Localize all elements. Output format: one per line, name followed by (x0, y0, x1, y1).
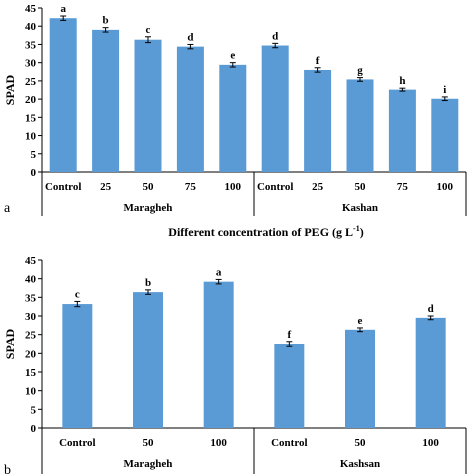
significance-letter: i (443, 84, 446, 96)
significance-letter: d (272, 30, 278, 42)
x-tick-label: 100 (437, 181, 454, 193)
x-tick-label: Control (45, 181, 81, 193)
y-tick-label: 30 (25, 58, 37, 70)
x-tick-label: 100 (422, 437, 439, 449)
bar (62, 304, 93, 428)
significance-letter: b (145, 277, 151, 289)
group-label: Maragheh (124, 202, 173, 214)
y-tick-label: 5 (31, 149, 37, 161)
significance-letter: b (103, 15, 109, 27)
y-tick-label: 35 (25, 292, 37, 304)
significance-letter: a (60, 3, 66, 15)
y-tick-label: 30 (25, 311, 37, 323)
significance-letter: f (287, 329, 291, 341)
x-tick-label: 25 (312, 181, 324, 193)
y-axis-title: SPAD (3, 328, 17, 359)
bar (92, 29, 120, 172)
x-axis-title-close: ) (360, 225, 364, 239)
significance-letter: d (428, 303, 434, 315)
y-tick-label: 45 (25, 255, 37, 267)
y-tick-label: 10 (25, 386, 37, 398)
x-tick-label: 50 (143, 437, 155, 449)
bar (219, 64, 247, 172)
bar (345, 329, 375, 428)
bar (203, 281, 234, 428)
bar (49, 18, 77, 173)
bar (304, 69, 332, 172)
panel-label: a (4, 201, 11, 216)
bar (415, 317, 446, 428)
significance-letter: d (187, 31, 193, 43)
bar (274, 344, 305, 428)
x-tick-label: Control (271, 437, 307, 449)
y-tick-label: 20 (25, 94, 37, 106)
y-tick-label: 25 (25, 76, 37, 88)
x-tick-label: 50 (143, 181, 155, 193)
bar (176, 46, 204, 172)
bar (134, 39, 162, 172)
chart-panel-b: 0 5 10 15 20 25 30 35 40 45 SPAD c Control b 50 a 100 Mar… (3, 255, 467, 474)
y-tick-label: 35 (25, 39, 37, 51)
group-label: Kashsan (340, 458, 380, 470)
y-tick-label: 15 (25, 112, 37, 124)
significance-letter: c (146, 24, 151, 36)
significance-letter: h (399, 75, 405, 87)
y-tick-label: 0 (31, 167, 37, 179)
panel-label: b (4, 463, 11, 474)
significance-letter: c (75, 288, 80, 300)
x-tick-label: 25 (100, 181, 112, 193)
group-label: Kashan (342, 202, 378, 214)
y-tick-label: 25 (25, 330, 37, 342)
bar (133, 292, 163, 428)
x-tick-label: Control (59, 437, 95, 449)
x-tick-label: 50 (355, 181, 367, 193)
bar (346, 79, 374, 172)
x-tick-label: 75 (185, 181, 197, 193)
chart-panel-a: 0 5 10 15 20 25 30 35 40 45 SPAD a Control b 25 c 50 d 75 e… (3, 3, 467, 239)
y-tick-label: 5 (31, 404, 37, 416)
x-axis-title: Different concentration of PEG (g L-1) (168, 224, 363, 239)
y-tick-label: 10 (25, 131, 37, 143)
significance-letter: f (316, 55, 320, 67)
x-tick-label: 100 (210, 437, 227, 449)
y-tick-label: 15 (25, 367, 37, 379)
y-tick-label: 20 (25, 348, 37, 360)
bar (388, 89, 416, 172)
significance-letter: a (216, 266, 222, 278)
x-axis-title-main: Different concentration of PEG (g L (168, 225, 353, 239)
significance-letter: e (230, 50, 235, 62)
bar (261, 45, 289, 172)
x-tick-label: Control (257, 181, 293, 193)
y-tick-label: 40 (25, 21, 37, 33)
y-tick-label: 0 (31, 423, 37, 435)
y-tick-label: 45 (25, 3, 37, 15)
group-label: Maragheh (124, 458, 173, 470)
x-axis-title-sup: -1 (353, 224, 360, 233)
bar (431, 98, 459, 172)
significance-letter: g (357, 65, 363, 77)
x-tick-label: 75 (397, 181, 409, 193)
significance-letter: e (358, 315, 363, 327)
x-tick-label: 100 (225, 181, 242, 193)
x-tick-label: 50 (355, 437, 367, 449)
y-tick-label: 40 (25, 274, 37, 286)
y-axis-title: SPAD (3, 74, 17, 105)
